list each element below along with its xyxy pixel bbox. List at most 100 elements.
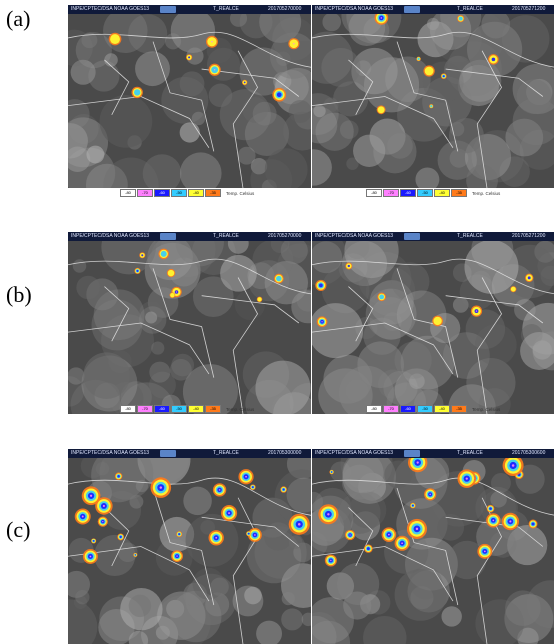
image-timestamp: 201705271200 <box>512 6 546 12</box>
image-header-bar: INPE/CPTEC/DSA NOAA GOES13 T_REALCE 201705… <box>312 232 554 241</box>
border-line <box>104 59 130 115</box>
legend-unit: Temp. Celsius <box>226 190 255 196</box>
image-product: T_REALCE <box>213 233 239 239</box>
legend-value: -80 <box>125 406 131 411</box>
border-line <box>396 41 459 152</box>
legend-value: -60 <box>159 406 165 411</box>
temperature-legend: -80 -70 -60 -50 -40 -35 Temp. Celsius <box>366 189 500 197</box>
image-header-bar: INPE/CPTEC/DSA NOAA GOES13 T_REALCE 201705… <box>68 449 311 458</box>
satellite-image: INPE/CPTEC/DSA NOAA GOES13 T_REALCE 201705… <box>68 449 311 644</box>
image-source: INPE/CPTEC/DSA NOAA GOES13 <box>71 233 150 239</box>
satellite-image: INPE/CPTEC/DSA NOAA GOES13 T_REALCE 201705… <box>312 5 554 188</box>
border-line <box>232 277 259 414</box>
border-line <box>396 487 459 606</box>
satellite-image: INPE/CPTEC/DSA NOAA GOES13 T_REALCE 201705… <box>312 232 554 414</box>
satellite-image: INPE/CPTEC/DSA NOAA GOES13 T_REALCE 201705… <box>68 5 311 188</box>
legend-value: -60 <box>159 190 165 195</box>
legend-value: -40 <box>193 190 199 195</box>
border-line <box>68 96 210 148</box>
legend-swatch: -50 <box>417 405 433 413</box>
legend-value: -35 <box>456 190 462 195</box>
border-line <box>201 295 300 324</box>
legend-value: -80 <box>371 406 377 411</box>
panel-label-b: (b) <box>6 282 32 307</box>
border-line <box>201 68 300 97</box>
border-line <box>312 258 554 295</box>
legend-value: -80 <box>125 190 131 195</box>
image-product: T_REALCE <box>457 6 483 12</box>
legend-swatch: -80 <box>120 189 136 197</box>
legend-swatch: -70 <box>383 405 399 413</box>
border-line <box>232 50 259 188</box>
satellite-image: INPE/CPTEC/DSA NOAA GOES13 T_REALCE 201705… <box>312 449 554 644</box>
temperature-legend: -80 -70 -60 -50 -40 -35 Temp. Celsius <box>120 405 254 413</box>
globe-logo-icon <box>160 450 176 457</box>
border-line <box>152 487 215 606</box>
border-line <box>312 546 454 602</box>
border-line <box>68 546 210 602</box>
legend-swatch: -50 <box>171 405 187 413</box>
image-source: INPE/CPTEC/DSA NOAA GOES13 <box>315 450 394 456</box>
legend-value: -50 <box>422 190 428 195</box>
globe-logo-icon <box>160 6 176 13</box>
legend-unit: Temp. Celsius <box>226 406 255 412</box>
legend-value: -50 <box>422 406 428 411</box>
legend-swatch: -80 <box>366 405 382 413</box>
border-line <box>104 507 130 567</box>
legend-swatch: -70 <box>383 189 399 197</box>
image-timestamp: 201705271200 <box>512 233 546 239</box>
legend-swatch: -35 <box>205 405 221 413</box>
border-line <box>396 268 459 378</box>
legend-value: -35 <box>210 406 216 411</box>
legend-swatch: -40 <box>434 189 450 197</box>
image-header-bar: INPE/CPTEC/DSA NOAA GOES13 T_REALCE 201705… <box>68 5 311 14</box>
image-timestamp: 201705270000 <box>268 6 302 12</box>
border-line <box>476 277 503 414</box>
border-line <box>68 258 311 295</box>
legend-swatch: -70 <box>137 189 153 197</box>
image-product: T_REALCE <box>457 450 483 456</box>
legend-swatch: -35 <box>451 189 467 197</box>
border-line <box>348 507 374 567</box>
image-product: T_REALCE <box>457 233 483 239</box>
legend-unit: Temp. Celsius <box>472 190 501 196</box>
border-line <box>312 31 554 68</box>
legend-swatch: -60 <box>400 189 416 197</box>
panel-label-a: (a) <box>6 6 31 31</box>
border-line <box>348 286 374 342</box>
border-line <box>445 295 544 324</box>
legend-value: -70 <box>142 406 148 411</box>
border-line <box>201 516 300 547</box>
image-header-bar: INPE/CPTEC/DSA NOAA GOES13 T_REALCE 201705… <box>312 449 554 458</box>
temperature-legend: -80 -70 -60 -50 -40 -35 Temp. Celsius <box>366 405 500 413</box>
border-line <box>312 477 554 516</box>
legend-value: -50 <box>176 406 182 411</box>
legend-unit: Temp. Celsius <box>472 406 501 412</box>
legend-swatch: -40 <box>188 189 204 197</box>
image-source: INPE/CPTEC/DSA NOAA GOES13 <box>315 6 394 12</box>
image-header-bar: INPE/CPTEC/DSA NOAA GOES13 T_REALCE 201705… <box>312 5 554 14</box>
globe-logo-icon <box>404 450 420 457</box>
legend-swatch: -80 <box>120 405 136 413</box>
image-product: T_REALCE <box>213 450 239 456</box>
image-product: T_REALCE <box>213 6 239 12</box>
legend-swatch: -80 <box>366 189 382 197</box>
legend-value: -35 <box>210 190 216 195</box>
legend-value: -70 <box>388 406 394 411</box>
legend-swatch: -35 <box>205 189 221 197</box>
globe-logo-icon <box>404 233 420 240</box>
legend-value: -70 <box>388 190 394 195</box>
panel-label-c: (c) <box>6 517 31 542</box>
legend-value: -50 <box>176 190 182 195</box>
legend-swatch: -60 <box>154 405 170 413</box>
legend-value: -70 <box>142 190 148 195</box>
border-line <box>152 268 215 378</box>
border-line <box>312 322 454 375</box>
image-source: INPE/CPTEC/DSA NOAA GOES13 <box>71 450 150 456</box>
legend-swatch: -50 <box>417 189 433 197</box>
temperature-legend: -80 -70 -60 -50 -40 -35 Temp. Celsius <box>120 189 254 197</box>
legend-swatch: -35 <box>451 405 467 413</box>
legend-value: -60 <box>405 190 411 195</box>
legend-value: -40 <box>439 190 445 195</box>
border-line <box>68 477 311 516</box>
